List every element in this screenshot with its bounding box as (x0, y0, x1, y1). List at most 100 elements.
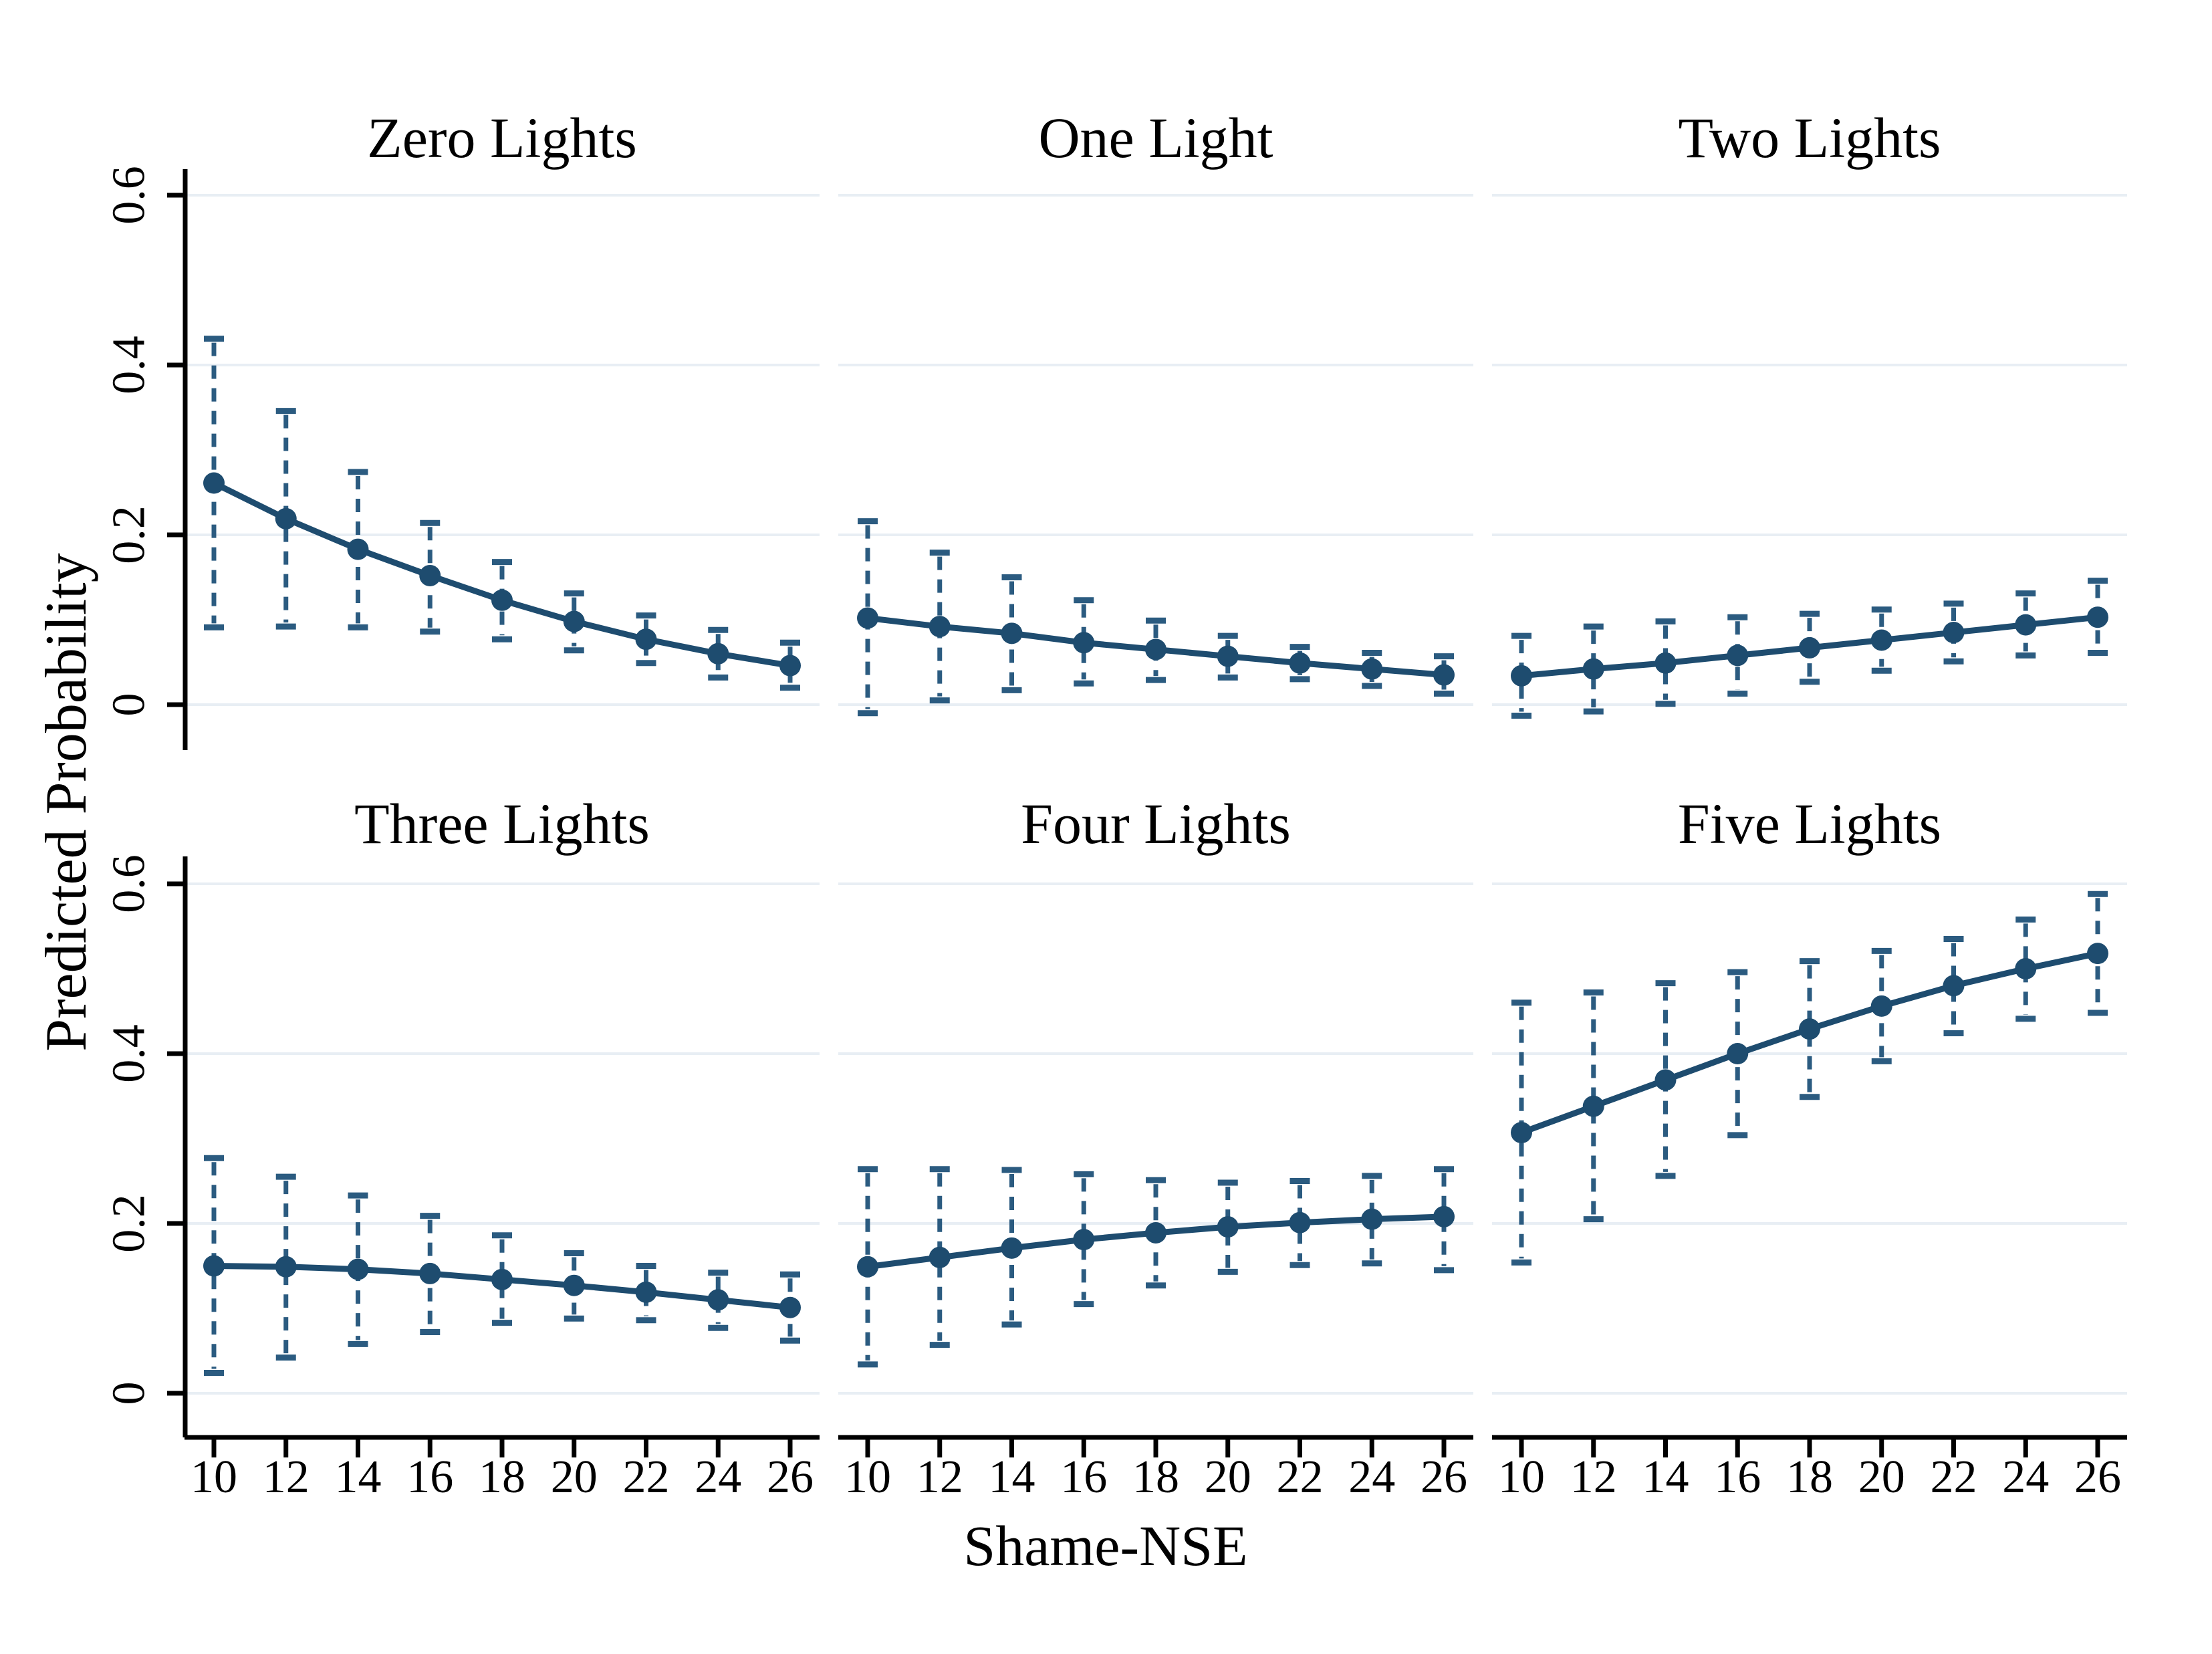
x-tick-label: 16 (1714, 1451, 1761, 1503)
data-point-marker (1433, 1205, 1455, 1227)
y-tick-label: 0.2 (104, 505, 155, 564)
data-point-marker (1289, 1211, 1311, 1233)
x-tick-label: 24 (2002, 1451, 2049, 1503)
y-tick-label: 0.6 (104, 854, 155, 913)
panel-title-four-lights: Four Lights (1021, 792, 1291, 856)
panel-one-light (838, 194, 1473, 717)
data-point-marker (1217, 645, 1239, 667)
y-tick-label: 0.2 (104, 1194, 155, 1253)
data-point-marker (707, 1289, 729, 1311)
x-tick-label: 16 (406, 1451, 453, 1503)
data-point-marker (419, 564, 441, 586)
data-point-marker (1217, 1216, 1239, 1238)
data-point-marker (2087, 943, 2108, 965)
panel-two-lights (1492, 194, 2127, 719)
data-point-marker (929, 616, 951, 638)
data-point-marker (1654, 1069, 1677, 1091)
panel-three-lights: 0 0.2 0.4 0.6 10 12 14 16 18 20 22 24 26 (104, 854, 820, 1503)
y-tick-label: 0.4 (104, 336, 155, 394)
x-tick-label: 18 (1786, 1451, 1833, 1503)
y-tick-label: 0.6 (104, 166, 155, 225)
data-point-marker (563, 1274, 585, 1296)
data-point-marker (347, 1258, 369, 1280)
panel-four-lights: 10 12 14 16 18 20 22 24 26 (838, 882, 1473, 1503)
x-tick-label: 18 (1132, 1451, 1179, 1503)
x-tick-label: 26 (1421, 1451, 1467, 1503)
data-point-marker (929, 1246, 951, 1268)
data-point-marker (347, 538, 369, 560)
data-point-marker (275, 507, 297, 529)
data-point-marker (203, 472, 225, 494)
data-point-marker (1582, 1095, 1604, 1117)
data-point-marker (635, 1281, 657, 1303)
data-point-marker (779, 655, 801, 677)
x-tick-label: 18 (479, 1451, 525, 1503)
y-tick-label: 0 (104, 693, 155, 717)
x-tick-label: 12 (1570, 1451, 1617, 1503)
data-point-marker (2087, 606, 2108, 628)
x-tick-label: 14 (335, 1451, 382, 1503)
x-tick-label: 10 (1498, 1451, 1545, 1503)
data-point-marker (779, 1296, 801, 1318)
data-point-marker (1511, 665, 1532, 687)
data-point-marker (419, 1262, 441, 1284)
data-point-marker (2015, 614, 2037, 636)
data-point-marker (1799, 636, 1820, 659)
data-point-marker (491, 1268, 513, 1290)
panel-title-two-lights: Two Lights (1678, 106, 1941, 170)
x-tick-label: 12 (263, 1451, 310, 1503)
data-point-marker (491, 589, 513, 611)
data-point-marker (1870, 995, 1892, 1017)
data-point-marker (1361, 658, 1383, 680)
data-point-marker (203, 1255, 225, 1277)
y-tick-label: 0.4 (104, 1024, 155, 1083)
x-tick-label: 12 (916, 1451, 963, 1503)
data-point-marker (1433, 664, 1455, 686)
data-point-marker (1073, 632, 1095, 654)
x-tick-label: 22 (623, 1451, 670, 1503)
x-tick-label: 10 (844, 1451, 891, 1503)
y-axis-title: Predicted Probability (34, 553, 99, 1052)
panel-zero-lights: 0 0.2 0.4 0.6 (104, 166, 820, 750)
data-point-marker (635, 628, 657, 651)
x-tick-label: 24 (1348, 1451, 1395, 1503)
data-point-marker (563, 610, 585, 632)
y-tick-label: 0 (104, 1382, 155, 1405)
data-point-marker (275, 1256, 297, 1278)
data-point-marker (1145, 1221, 1166, 1244)
data-point-marker (1145, 638, 1166, 661)
x-tick-label: 10 (191, 1451, 237, 1503)
data-point-marker (1654, 652, 1677, 674)
data-point-marker (1001, 1237, 1023, 1259)
data-point-marker (1361, 1208, 1383, 1230)
panel-title-one-light: One Light (1038, 106, 1273, 170)
x-tick-label: 14 (989, 1451, 1035, 1503)
panel-title-three-lights: Three Lights (354, 792, 650, 856)
data-point-marker (1870, 629, 1892, 651)
x-tick-label: 16 (1060, 1451, 1107, 1503)
x-tick-label: 26 (767, 1451, 814, 1503)
x-tick-label: 20 (1205, 1451, 1251, 1503)
data-point-marker (2015, 958, 2037, 979)
data-point-marker (1727, 644, 1749, 667)
x-tick-label: 20 (1858, 1451, 1905, 1503)
data-point-marker (707, 642, 729, 665)
panel-five-lights: 10 12 14 16 18 20 22 24 26 (1492, 882, 2127, 1503)
data-point-marker (1582, 658, 1604, 680)
x-tick-label: 20 (551, 1451, 598, 1503)
data-point-marker (1943, 622, 1965, 644)
x-tick-label: 14 (1642, 1451, 1689, 1503)
data-point-marker (1799, 1018, 1820, 1040)
x-tick-label: 22 (1931, 1451, 1977, 1503)
data-point-marker (1727, 1043, 1749, 1064)
panel-title-zero-lights: Zero Lights (367, 106, 637, 170)
x-tick-label: 24 (695, 1451, 741, 1503)
data-point-marker (857, 607, 878, 629)
data-point-marker (857, 1256, 878, 1278)
data-point-marker (1073, 1229, 1095, 1251)
data-point-marker (1289, 652, 1311, 674)
data-point-marker (1943, 975, 1965, 997)
data-point-marker (1001, 622, 1023, 644)
